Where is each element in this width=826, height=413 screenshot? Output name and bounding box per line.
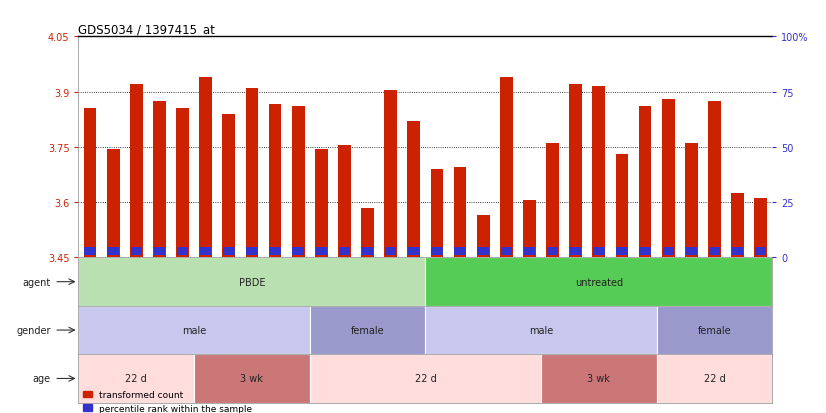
Text: 22 d: 22 d: [415, 373, 436, 384]
Bar: [616, 247, 628, 255]
Bar: [754, 199, 767, 258]
Bar: [755, 247, 767, 255]
Bar: [662, 247, 674, 255]
Bar: [524, 247, 535, 255]
Bar: [477, 247, 489, 255]
Text: 22 d: 22 d: [704, 373, 725, 384]
Text: GDS5034 / 1397415_at: GDS5034 / 1397415_at: [78, 23, 216, 36]
Bar: [130, 85, 143, 258]
Bar: [686, 247, 697, 255]
Text: untreated: untreated: [575, 277, 623, 287]
Bar: [310, 306, 425, 354]
Bar: [408, 247, 420, 255]
Bar: [222, 114, 235, 258]
Bar: [339, 247, 350, 255]
Bar: [131, 247, 142, 255]
Bar: [615, 155, 629, 258]
Bar: [223, 247, 235, 255]
Bar: [199, 78, 212, 258]
Bar: [477, 216, 490, 258]
Bar: [200, 247, 211, 255]
Bar: [177, 247, 188, 255]
Bar: [592, 87, 605, 258]
Bar: [194, 354, 310, 403]
Bar: [153, 102, 166, 258]
Bar: [83, 109, 97, 258]
Bar: [639, 247, 651, 255]
Bar: [546, 144, 559, 258]
Bar: [593, 247, 605, 255]
Bar: [547, 247, 558, 255]
Bar: [268, 105, 282, 258]
Bar: [362, 247, 373, 255]
Bar: [570, 247, 582, 255]
Text: gender: gender: [17, 325, 50, 335]
Bar: [107, 247, 119, 255]
Text: female: female: [351, 325, 384, 335]
Text: male: male: [529, 325, 553, 335]
Bar: [500, 78, 513, 258]
Bar: [78, 306, 310, 354]
Text: 22 d: 22 d: [126, 373, 147, 384]
Bar: [246, 247, 258, 255]
Bar: [709, 247, 720, 255]
Bar: [657, 306, 772, 354]
Bar: [662, 100, 675, 258]
Bar: [361, 208, 374, 258]
Bar: [292, 247, 304, 255]
Bar: [569, 85, 582, 258]
Bar: [292, 107, 305, 258]
Bar: [425, 306, 657, 354]
Bar: [541, 354, 657, 403]
Bar: [385, 247, 396, 255]
Text: 3 wk: 3 wk: [587, 373, 610, 384]
Bar: [685, 144, 698, 258]
Bar: [731, 193, 744, 258]
Bar: [453, 168, 467, 258]
Bar: [501, 247, 512, 255]
Bar: [107, 150, 120, 258]
Bar: [431, 247, 443, 255]
Bar: [657, 354, 772, 403]
Bar: [269, 247, 281, 255]
Text: PBDE: PBDE: [239, 277, 265, 287]
Bar: [338, 146, 351, 258]
Text: agent: agent: [22, 277, 50, 287]
Bar: [84, 247, 96, 255]
Text: 3 wk: 3 wk: [240, 373, 263, 384]
Bar: [407, 122, 420, 258]
Bar: [78, 258, 425, 306]
Bar: [176, 109, 189, 258]
Text: female: female: [698, 325, 731, 335]
Bar: [245, 89, 259, 258]
Bar: [384, 90, 397, 258]
Bar: [154, 247, 165, 255]
Bar: [638, 107, 652, 258]
Bar: [316, 247, 327, 255]
Bar: [78, 354, 194, 403]
Legend: transformed count, percentile rank within the sample: transformed count, percentile rank withi…: [83, 390, 253, 413]
Bar: [523, 201, 536, 258]
Bar: [425, 258, 772, 306]
Bar: [310, 354, 541, 403]
Bar: [732, 247, 743, 255]
Text: age: age: [32, 373, 50, 384]
Bar: [430, 170, 444, 258]
Bar: [315, 150, 328, 258]
Bar: [454, 247, 466, 255]
Text: male: male: [182, 325, 206, 335]
Bar: [708, 102, 721, 258]
